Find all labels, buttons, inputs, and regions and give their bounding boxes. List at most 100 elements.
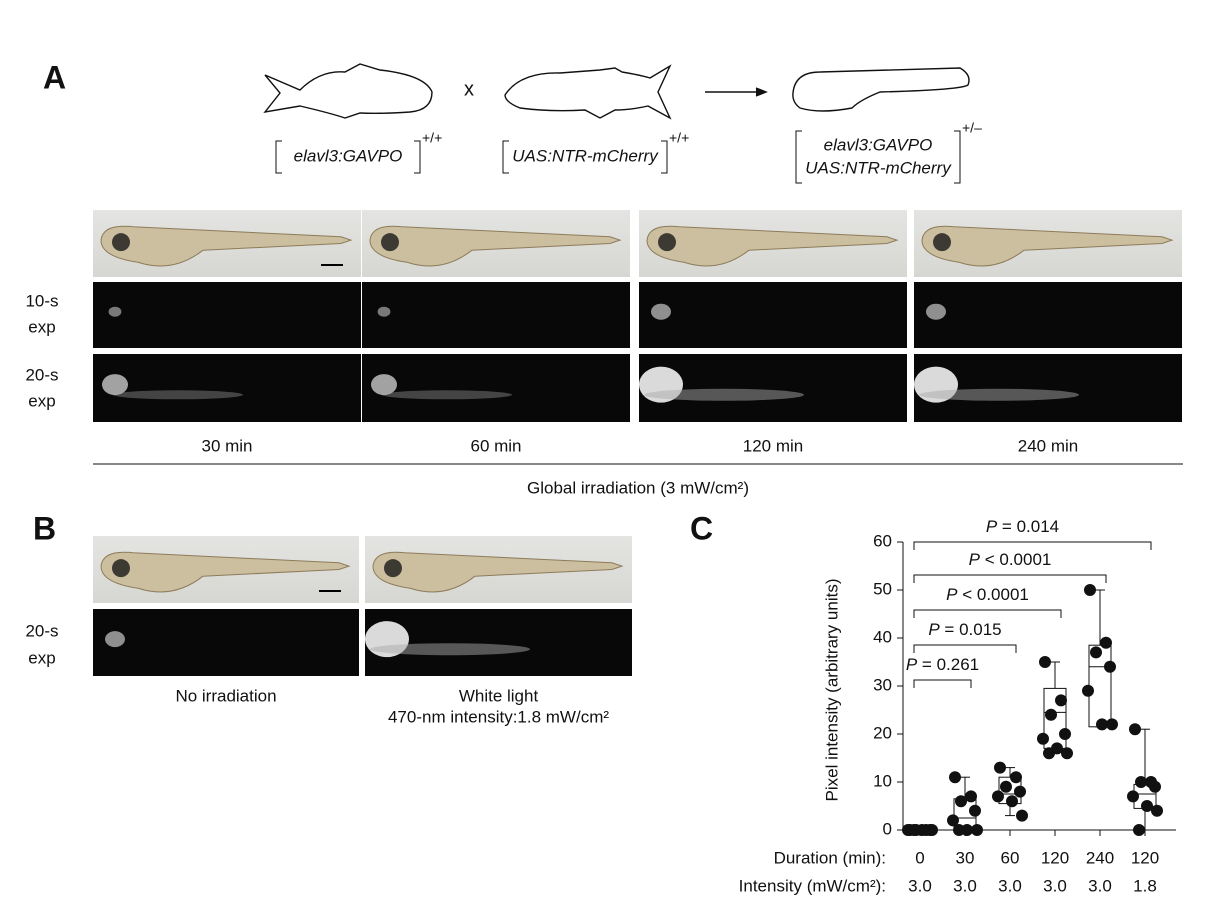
eye <box>384 559 402 578</box>
y-tick-label: 20 <box>873 723 892 742</box>
signal <box>377 306 391 317</box>
x-tick-label: 120 <box>1131 848 1159 867</box>
data-point <box>1055 694 1067 707</box>
data-point <box>965 790 977 803</box>
row-label: 10-s <box>25 291 58 310</box>
data-point <box>1151 804 1163 817</box>
signal <box>371 374 397 396</box>
p-value: P < 0.0001 <box>946 585 1029 604</box>
data-point <box>1061 747 1073 760</box>
genotype: elavl3:GAVPO <box>294 146 403 165</box>
fluorescence-image <box>365 609 632 676</box>
data-point <box>994 761 1006 774</box>
signal <box>926 303 946 320</box>
bracket <box>954 130 961 184</box>
data-point <box>1037 732 1049 745</box>
bracket <box>661 140 668 174</box>
eye <box>112 559 130 578</box>
x-tick-label: 0 <box>915 848 924 867</box>
signal <box>639 366 683 403</box>
superscript: +/+ <box>422 130 442 146</box>
data-point <box>955 795 967 808</box>
larva <box>921 225 1174 267</box>
larva <box>372 551 624 593</box>
signal <box>108 306 122 317</box>
data-point <box>1100 636 1112 649</box>
row-label: Duration (min): <box>774 848 886 867</box>
significance-bracket <box>913 574 1107 583</box>
data-point <box>969 804 981 817</box>
fluorescence-image <box>914 354 1182 422</box>
data-point <box>1127 790 1139 803</box>
y-tick-label: 50 <box>873 579 892 598</box>
y-tick-label: 10 <box>873 771 892 790</box>
superscript: +/– <box>962 120 982 136</box>
time-label: 60 min <box>470 436 521 455</box>
x-tick-label: 1.8 <box>1133 876 1157 895</box>
condition-label: White light <box>459 686 539 705</box>
cross-symbol: x <box>464 78 474 100</box>
data-point <box>992 790 1004 803</box>
p-value: P = 0.015 <box>928 620 1001 639</box>
x-tick-label: 30 <box>956 848 975 867</box>
data-point <box>908 824 920 836</box>
panel-letter: A <box>43 59 66 95</box>
condition-label: No irradiation <box>175 686 276 705</box>
fluorescence-image <box>639 354 907 422</box>
time-label: 30 min <box>201 436 252 455</box>
eye <box>381 233 399 252</box>
time-label: 120 min <box>743 436 803 455</box>
fluorescence-image <box>362 354 630 422</box>
data-point <box>1016 809 1028 822</box>
y-tick-label: 60 <box>873 531 892 550</box>
bracket <box>502 140 509 174</box>
larva <box>369 225 622 267</box>
fluorescence-image <box>93 354 361 422</box>
y-tick-label: 40 <box>873 627 892 646</box>
signal <box>651 303 671 320</box>
data-point <box>1039 656 1051 668</box>
cross-diagram <box>263 63 970 120</box>
bracket <box>795 130 802 184</box>
data-point <box>1082 684 1094 697</box>
panel-letter: B <box>33 510 56 546</box>
data-point <box>1133 824 1145 836</box>
data-point <box>1096 718 1108 731</box>
row-label: exp <box>28 391 55 410</box>
data-point <box>1010 771 1022 784</box>
p-value: P < 0.0001 <box>969 550 1052 569</box>
larva <box>100 551 351 593</box>
data-point <box>1090 646 1102 659</box>
fluorescence-image <box>362 282 630 348</box>
data-point <box>1149 780 1161 793</box>
y-axis-label: Pixel intensity (arbitrary units) <box>822 579 841 802</box>
data-point <box>1043 747 1055 760</box>
data-point <box>926 824 938 836</box>
signal <box>105 631 125 648</box>
fluorescence-image <box>914 282 1182 348</box>
bracket <box>414 140 421 174</box>
data-point <box>971 824 983 836</box>
larva <box>100 225 353 267</box>
eye <box>933 233 951 252</box>
superscript: +/+ <box>669 130 689 146</box>
signal <box>644 388 804 401</box>
data-point <box>1084 584 1096 596</box>
data-point <box>1106 718 1118 731</box>
irradiation-label: Global irradiation (3 mW/cm²) <box>527 478 749 497</box>
significance-bracket <box>913 609 1062 618</box>
condition-label: 470-nm intensity:1.8 mW/cm² <box>388 707 609 726</box>
time-label: 240 min <box>1018 436 1078 455</box>
data-point <box>1104 660 1116 673</box>
larva <box>646 225 899 267</box>
significance-bracket <box>913 541 1152 550</box>
box <box>1088 644 1112 728</box>
data-point <box>1000 780 1012 793</box>
panel-letter: C <box>690 510 713 546</box>
bracket <box>275 140 282 174</box>
x-tick-label: 3.0 <box>1088 876 1112 895</box>
p-value: P = 0.014 <box>986 517 1059 536</box>
genotype: UAS:NTR-mCherry <box>805 158 952 177</box>
row-label: 20-s <box>25 365 58 384</box>
